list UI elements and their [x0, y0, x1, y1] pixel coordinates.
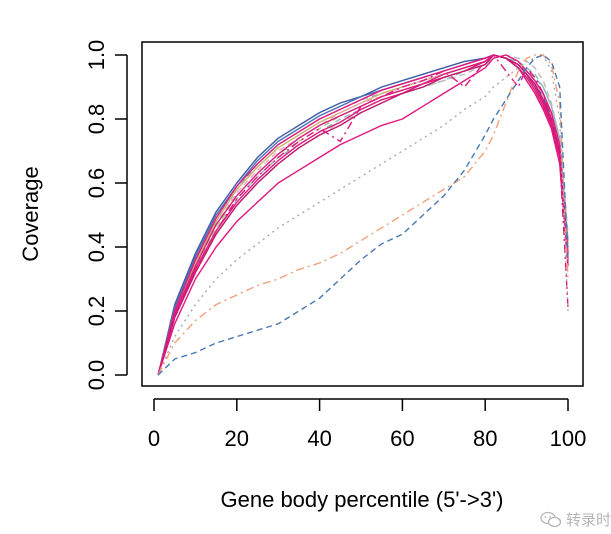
x-tick-label: 60	[390, 426, 414, 451]
wechat-icon	[540, 511, 562, 527]
x-tick-label: 80	[473, 426, 497, 451]
series-line-17	[157, 54, 569, 376]
x-tick-label: 20	[225, 426, 249, 451]
series-line-16	[157, 54, 569, 376]
y-axis: 0.0 0.2 0.4 0.6 0.8 1.0	[84, 40, 128, 391]
series-line-10	[157, 54, 569, 376]
y-tick-label: 0.8	[84, 104, 109, 135]
series-line-12	[157, 54, 569, 376]
series-line-13	[157, 54, 569, 376]
y-tick-label: 0.6	[84, 168, 109, 199]
plot-frame	[141, 41, 584, 387]
x-tick-label: 0	[148, 426, 160, 451]
series-line-4	[157, 54, 569, 376]
x-axis-title: Gene body percentile (5'->3')	[221, 487, 504, 512]
series-line-15	[157, 54, 569, 376]
watermark-text: 转录时	[565, 511, 611, 529]
watermark: 转录时	[540, 509, 611, 530]
x-tick-label: 40	[307, 426, 331, 451]
x-tick-label: 100	[550, 426, 587, 451]
y-tick-label: 0.2	[84, 296, 109, 327]
y-tick-label: 0.0	[84, 360, 109, 391]
series-line-11	[157, 54, 569, 376]
y-tick-label: 1.0	[84, 40, 109, 71]
series-line-14	[157, 54, 569, 376]
series-layer	[157, 54, 569, 376]
series-line-9	[157, 54, 569, 376]
y-axis-title: Coverage	[18, 166, 43, 261]
series-line-8	[157, 54, 569, 376]
y-tick-label: 0.4	[84, 232, 109, 263]
x-axis: 0 20 40 60 80 100	[148, 398, 587, 451]
